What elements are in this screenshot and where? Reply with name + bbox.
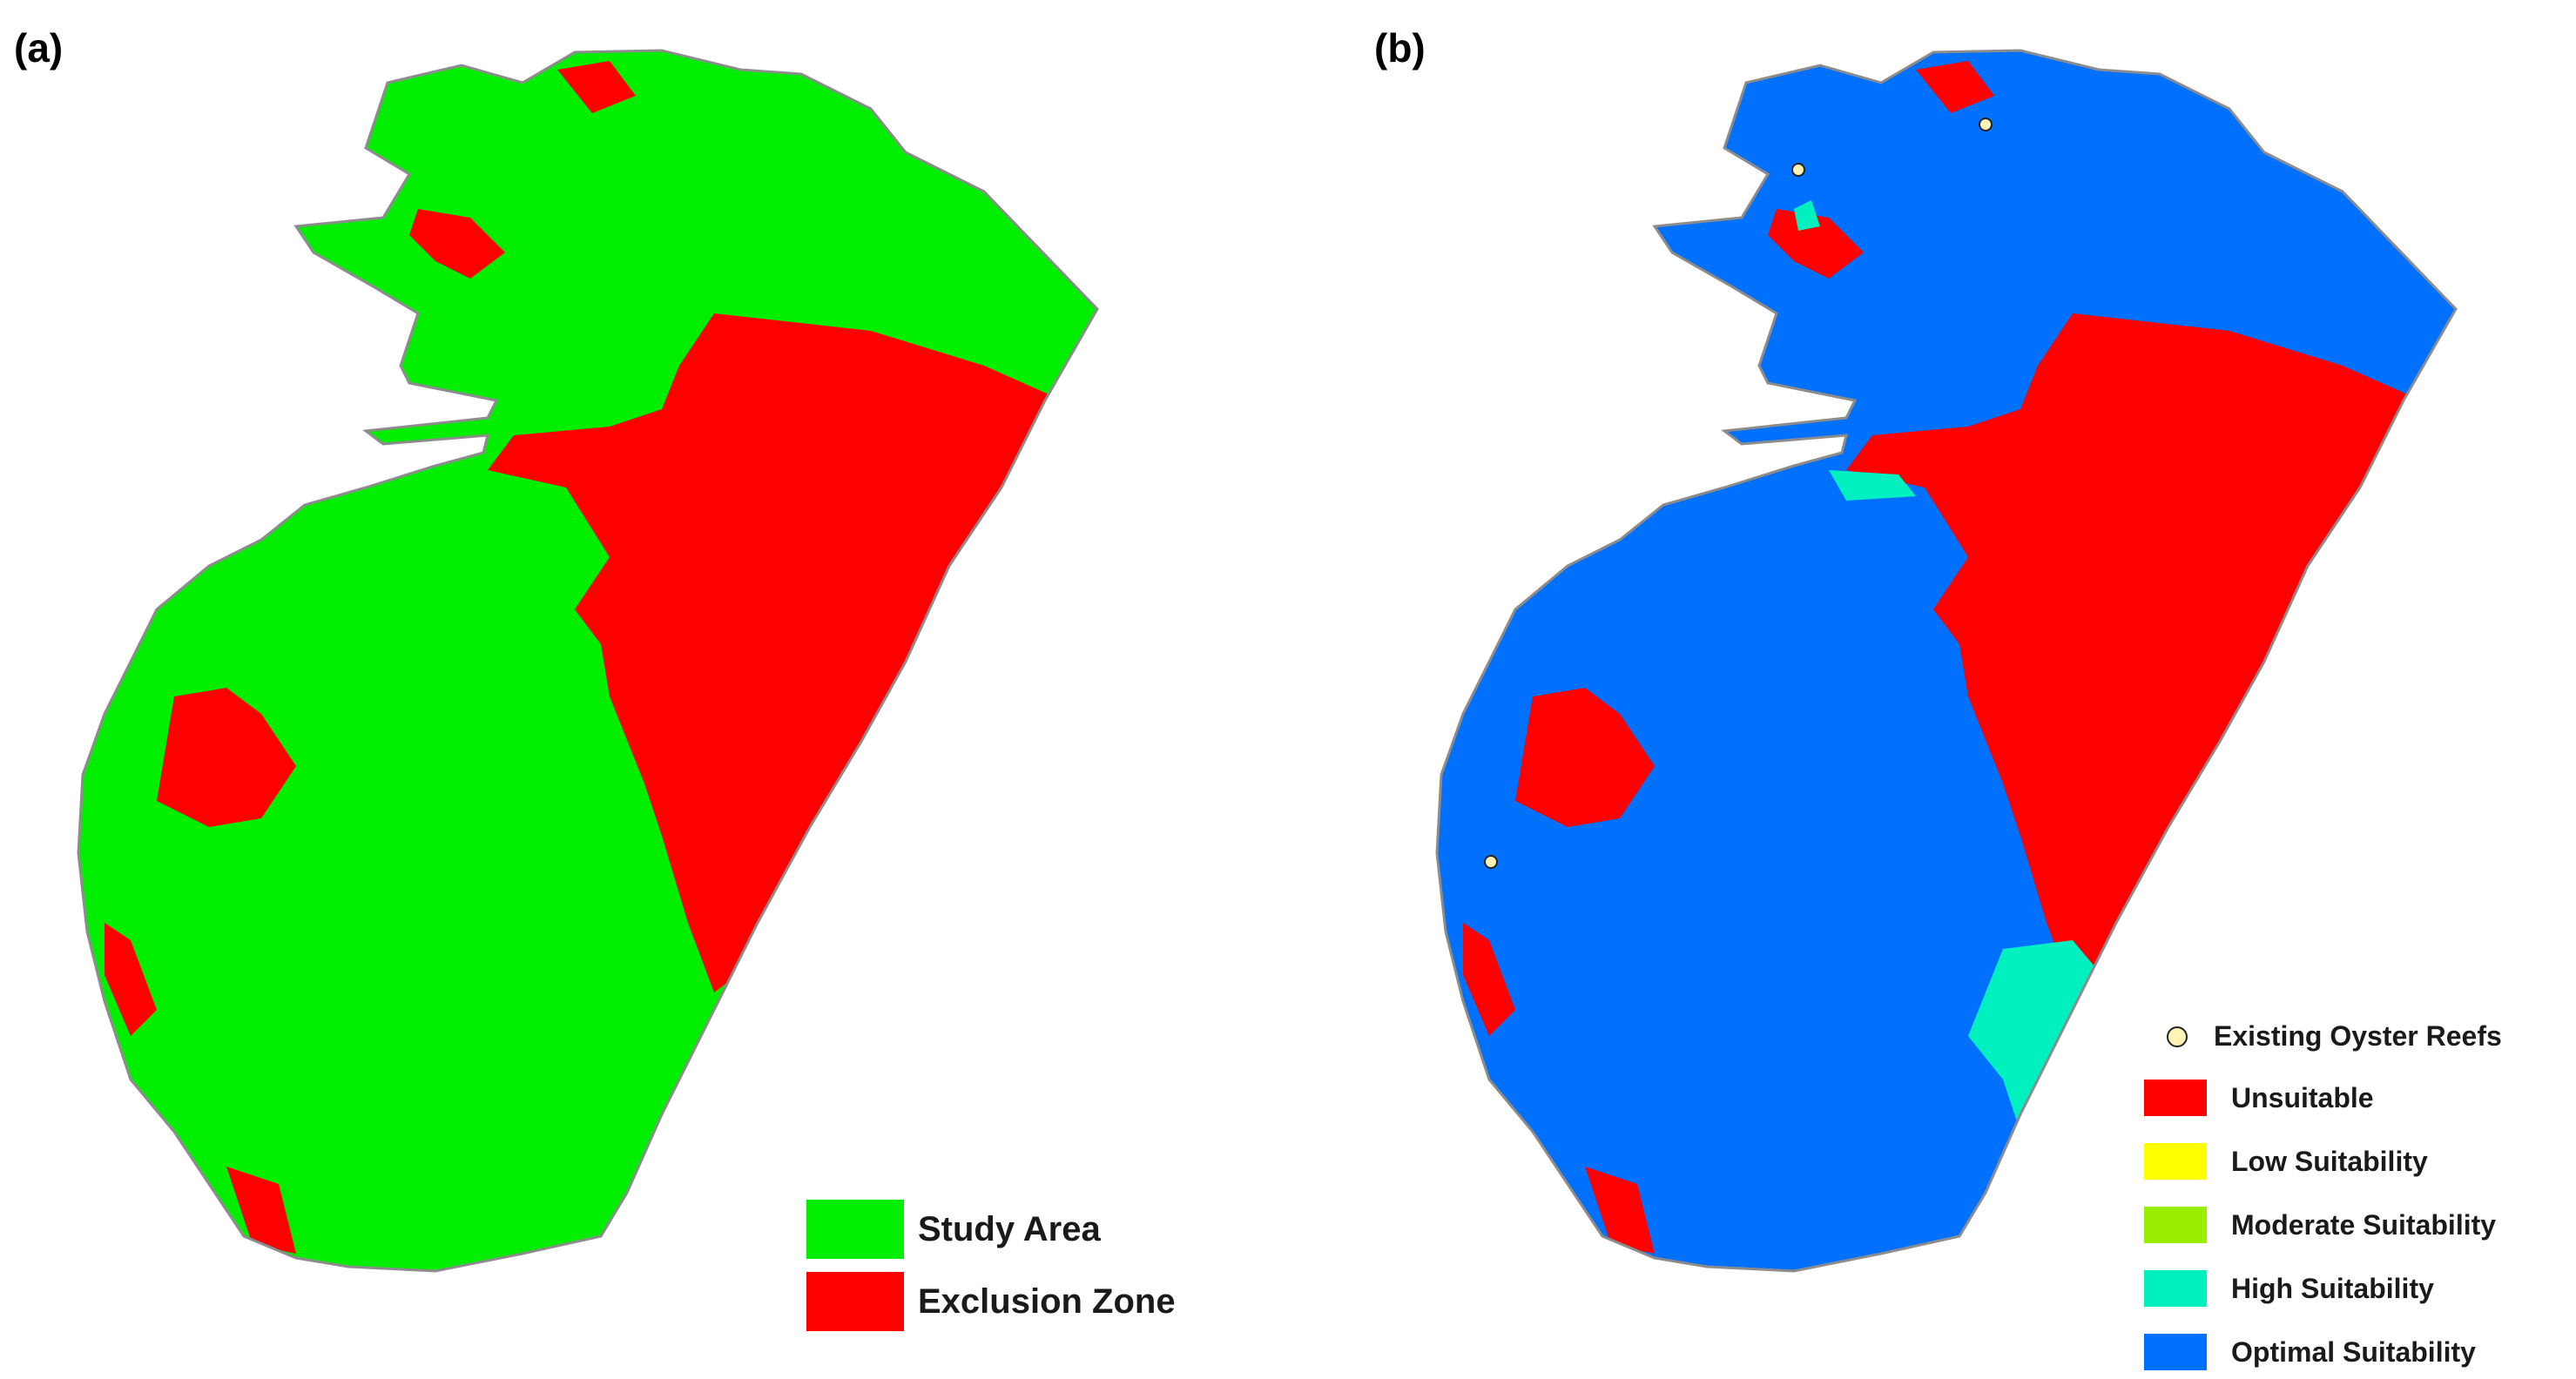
legend-item-oyster-reefs: Existing Oyster Reefs <box>2144 1020 2502 1053</box>
legend-swatch <box>806 1200 904 1259</box>
high-suit-se <box>1968 940 2116 1132</box>
legend-label: Low Suitability <box>2231 1145 2428 1177</box>
legend-label: Exclusion Zone <box>918 1281 1176 1321</box>
legend-item-study-area: Study Area <box>806 1200 1101 1259</box>
panel-b-label: (b) <box>1374 25 1426 71</box>
legend-item-high: High Suitability <box>2144 1270 2434 1307</box>
high-suit-nw <box>1794 200 1820 231</box>
oyster-reef-marker <box>1979 118 1993 131</box>
legend-label: Study Area <box>918 1209 1101 1248</box>
legend-swatch <box>2144 1143 2207 1180</box>
legend-swatch <box>2144 1080 2207 1116</box>
exclusion-sw <box>105 923 157 1036</box>
unsuitable-south <box>1585 1167 1655 1254</box>
exclusion-zone-main <box>488 313 1062 992</box>
unsuitable-west <box>1515 688 1655 827</box>
panel-a-label: (a) <box>14 25 64 71</box>
legend-label: Optimal Suitability <box>2231 1335 2476 1368</box>
legend-label: Unsuitable <box>2231 1081 2374 1113</box>
oyster-reef-marker <box>1791 163 1805 177</box>
unsuitable-main <box>1846 313 2421 992</box>
legend-item-optimal: Optimal Suitability <box>2144 1334 2476 1370</box>
unsuitable-north <box>1916 61 1994 113</box>
reef-marker-icon <box>2167 1026 2188 1047</box>
legend-item-low: Low Suitability <box>2144 1143 2428 1180</box>
panel-a-map <box>77 49 1099 1273</box>
legend-label: High Suitability <box>2231 1272 2434 1304</box>
oyster-reef-marker <box>1484 855 1498 869</box>
exclusion-south <box>226 1167 296 1254</box>
legend-item-unsuitable: Unsuitable <box>2144 1080 2374 1116</box>
exclusion-nw <box>409 209 505 279</box>
legend-swatch <box>2144 1207 2207 1243</box>
legend-label: Moderate Suitability <box>2231 1208 2497 1241</box>
legend-item-exclusion-zone: Exclusion Zone <box>806 1272 1176 1331</box>
legend-label: Existing Oyster Reefs <box>2214 1020 2502 1052</box>
unsuitable-sw <box>1463 923 1515 1036</box>
legend-swatch <box>2144 1334 2207 1370</box>
high-suit-mid <box>1829 470 1916 501</box>
legend-item-moderate: Moderate Suitability <box>2144 1207 2496 1243</box>
exclusion-west <box>157 688 296 827</box>
legend-swatch <box>2144 1270 2207 1307</box>
exclusion-north <box>557 61 636 113</box>
legend-swatch <box>806 1272 904 1331</box>
unsuitable-nw <box>1768 209 1864 279</box>
